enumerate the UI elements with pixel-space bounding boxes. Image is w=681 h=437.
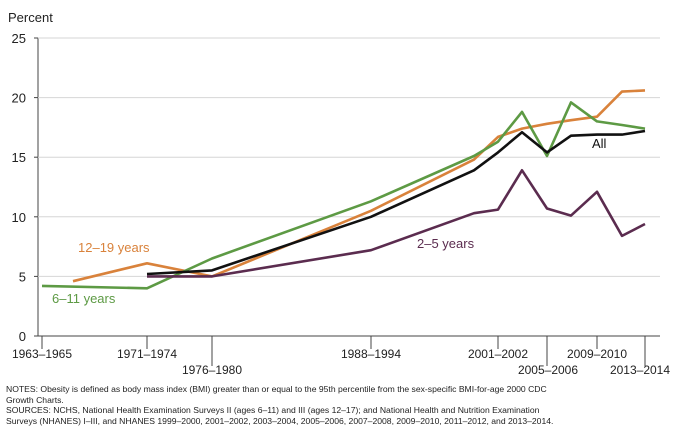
y-tick-label: 25 xyxy=(12,31,26,46)
obesity-line-chart: Percent 0 5 10 15 20 25 1963–1965 1971–1974 197… xyxy=(8,10,670,377)
y-tick-label: 5 xyxy=(19,269,26,284)
series-line xyxy=(72,89,646,283)
sources-line-1: SOURCES: NCHS, National Health Examinati… xyxy=(6,405,540,416)
sources-line-2: Surveys (NHANES) I–III, and NHANES 1999–… xyxy=(6,415,554,426)
x-tick-label: 1971–1974 xyxy=(117,347,177,361)
series-lines xyxy=(41,89,646,290)
series-line xyxy=(147,169,646,278)
x-tick-label: 1963–1965 xyxy=(12,347,72,361)
x-tick-label: 1988–1994 xyxy=(341,347,401,361)
series-line xyxy=(146,129,646,276)
x-tick-label: 2009–2010 xyxy=(567,347,627,361)
y-tick-label: 20 xyxy=(12,91,26,106)
x-axis: 1963–1965 1971–1974 1976–1980 1988–1994 2001… xyxy=(12,335,670,377)
series-labels: 12–19 years 6–11 years All 2–5 years xyxy=(52,136,607,306)
notes-line-2: Growth Charts. xyxy=(6,394,64,405)
x-tick-label: 1976–1980 xyxy=(182,363,242,377)
series-label: 12–19 years xyxy=(78,240,150,255)
series-label: 2–5 years xyxy=(417,236,475,251)
y-axis-label: Percent xyxy=(8,10,53,25)
x-tick-label: 2013–2014 xyxy=(610,363,670,377)
footnotes: NOTES: Obesity is defined as body mass i… xyxy=(6,384,676,426)
y-tick-label: 0 xyxy=(19,329,26,344)
y-tick-label: 10 xyxy=(12,210,26,225)
y-axis: 0 5 10 15 20 25 xyxy=(12,31,660,344)
y-tick-label: 15 xyxy=(12,150,26,165)
series-label: All xyxy=(592,136,607,151)
notes-line-1: NOTES: Obesity is defined as body mass i… xyxy=(6,384,547,394)
series-line xyxy=(41,101,646,290)
series-label: 6–11 years xyxy=(52,291,116,306)
x-tick-label: 2001–2002 xyxy=(468,347,528,361)
x-tick-label: 2005–2006 xyxy=(518,363,578,377)
